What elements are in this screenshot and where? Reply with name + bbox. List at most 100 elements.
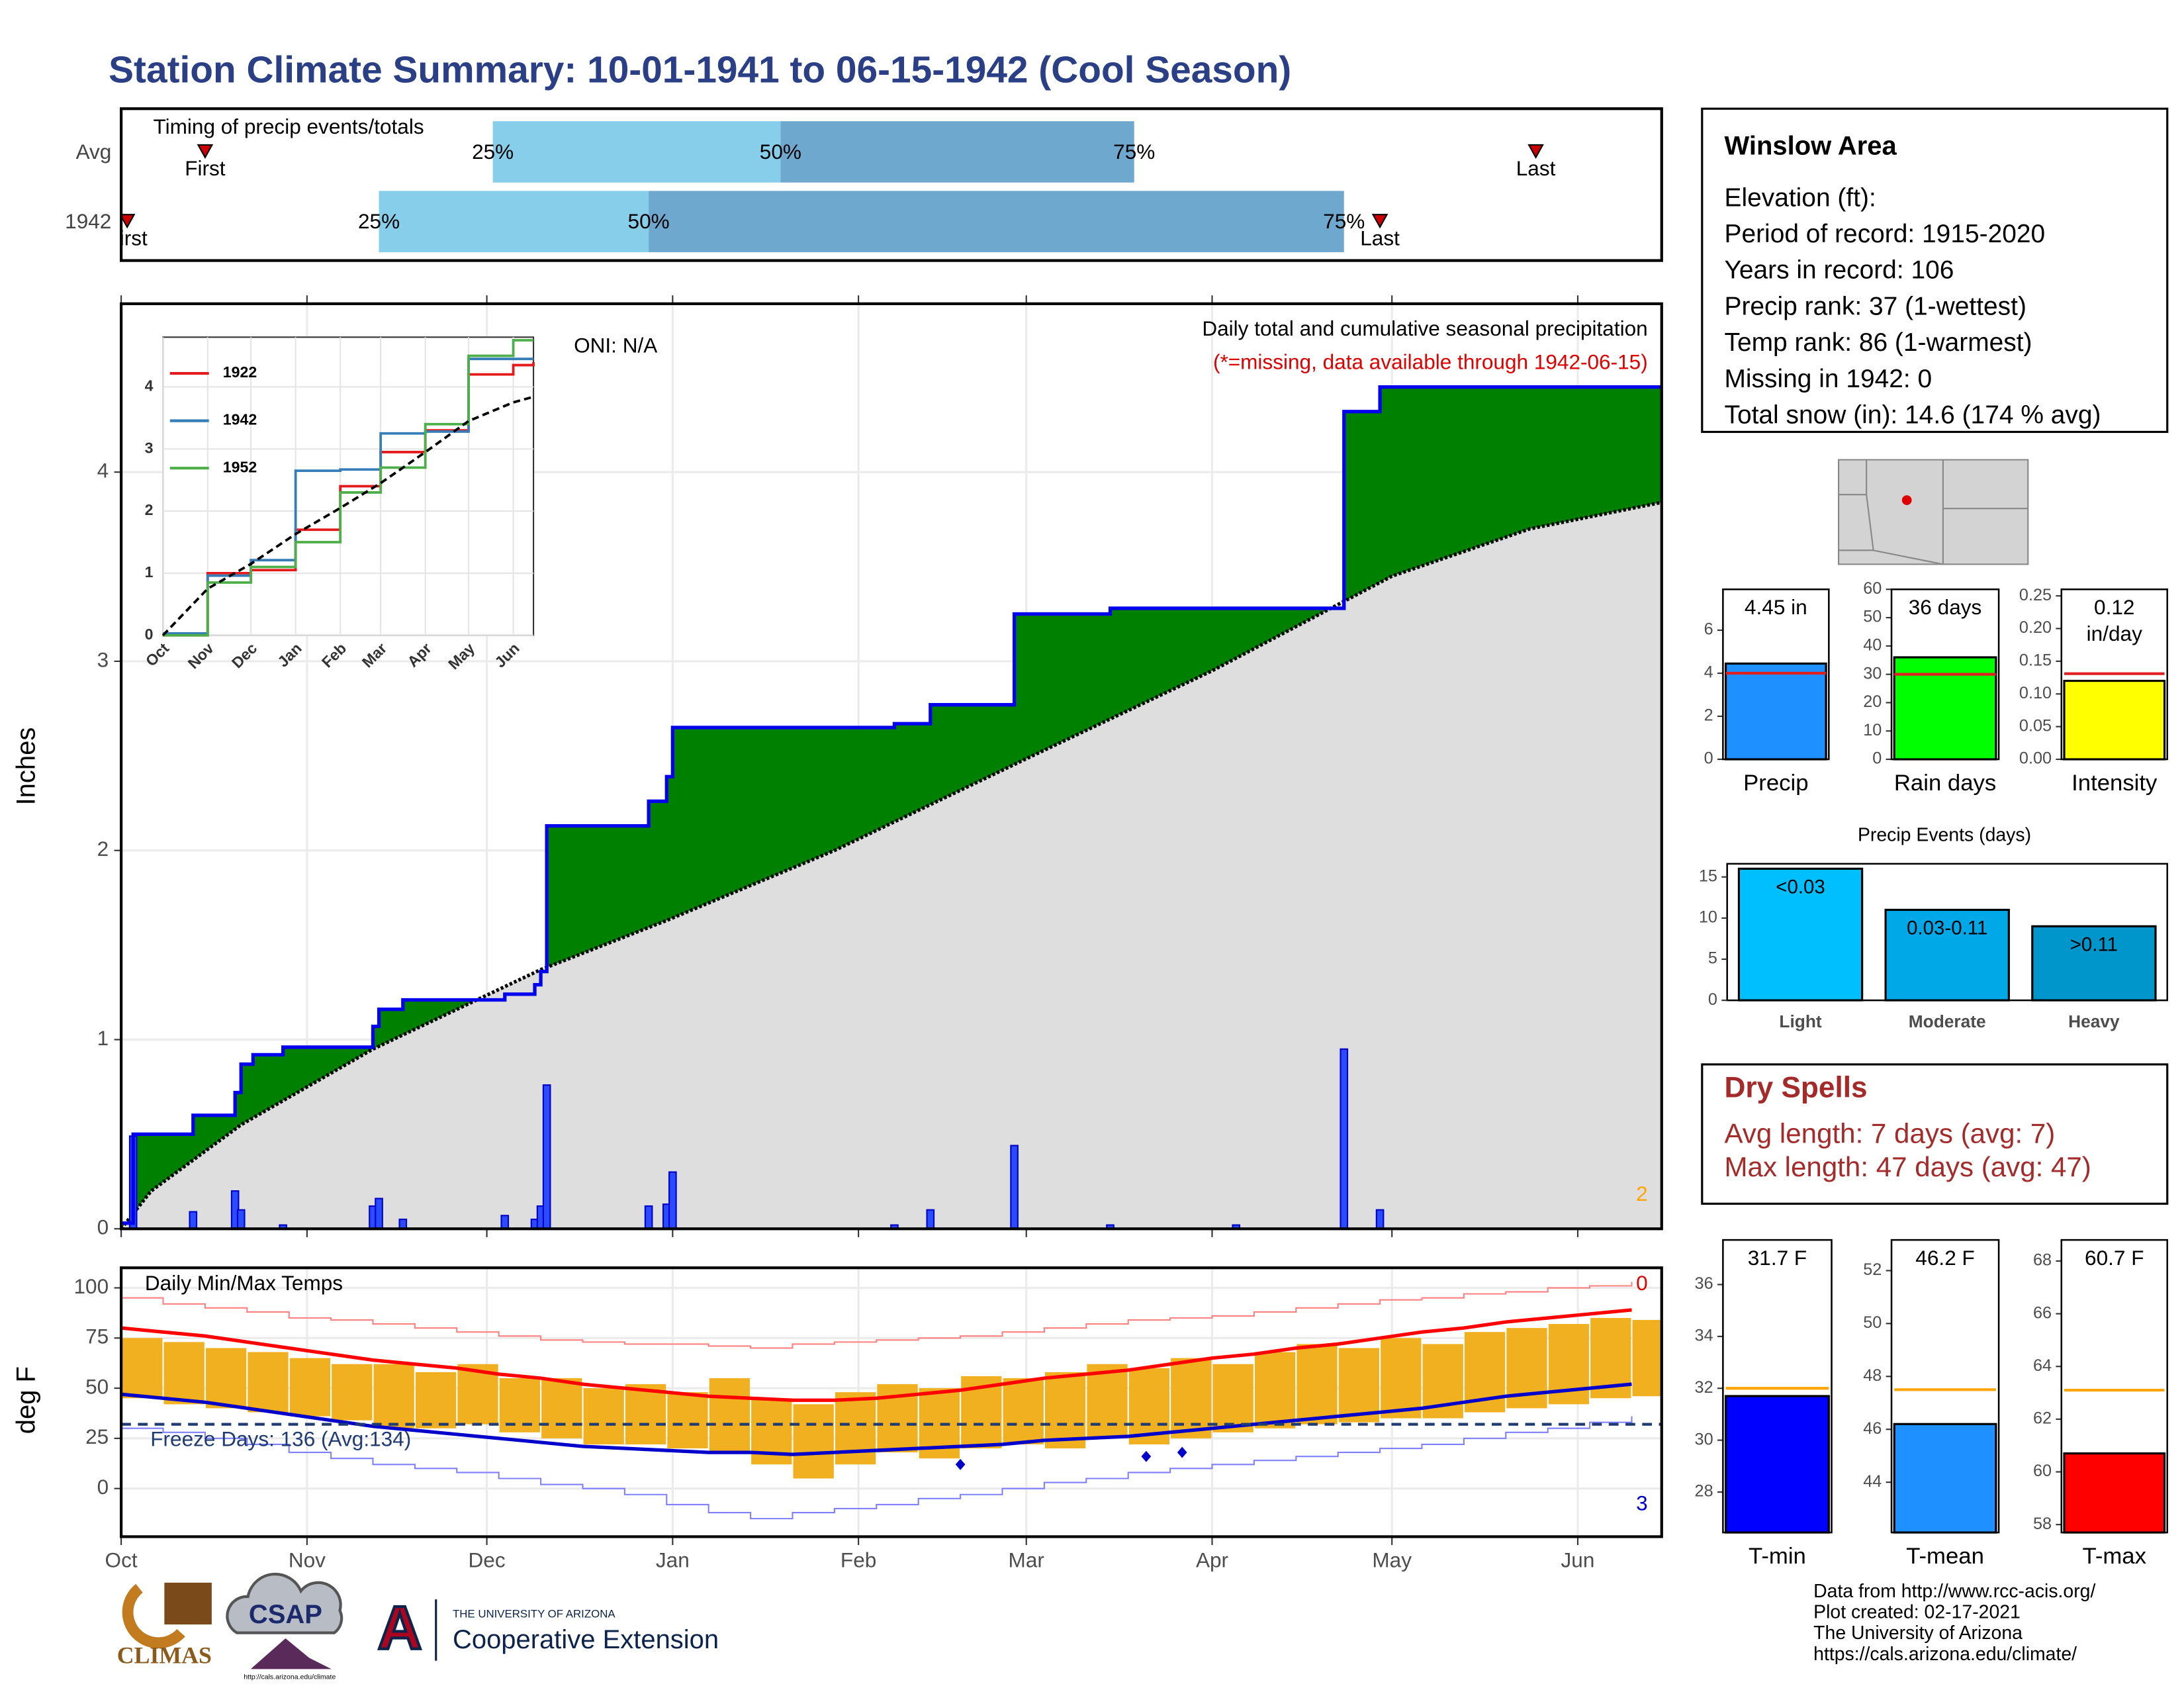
panel-title: Daily Min/Max Temps xyxy=(145,1271,343,1295)
row-label: 1942 xyxy=(65,209,111,233)
summary-name: T-mean xyxy=(1906,1544,1984,1569)
daily-bar xyxy=(542,1084,551,1229)
summary-name: Intensity xyxy=(2071,771,2158,796)
y-tick-label: 100 xyxy=(74,1274,109,1298)
info-line: Temp rank: 86 (1-warmest) xyxy=(1724,328,2032,357)
temp-range-bar xyxy=(1297,1344,1338,1425)
y-tick-label: 3 xyxy=(145,439,154,456)
value-label-box: 36 days xyxy=(1908,596,1982,620)
freeze-label: Freeze Days: 136 (Avg:134) xyxy=(150,1427,411,1451)
x-tick-label: Jan xyxy=(656,1548,690,1572)
ua-mark: A xyxy=(378,1593,422,1662)
value-label: 46.2 F xyxy=(1915,1246,1975,1271)
info-line: Precip rank: 37 (1-wettest) xyxy=(1724,292,2026,320)
y-tick-label: 4 xyxy=(1704,663,1713,682)
y-tick-label: 5 xyxy=(1708,949,1717,968)
ua-line: THE UNIVERSITY OF ARIZONA xyxy=(453,1608,615,1620)
temp-range-bar xyxy=(1338,1348,1380,1423)
logos: CLIMAS CSAP http://cals.arizona.edu/clim… xyxy=(117,1572,719,1681)
daily-bar xyxy=(1340,1048,1349,1229)
temp-range-bar xyxy=(625,1384,666,1444)
y-tick-label: 10 xyxy=(1699,908,1717,927)
value-label-box: 60.7 F xyxy=(2085,1247,2144,1271)
average-area xyxy=(121,502,1662,1229)
daily-bar xyxy=(500,1215,510,1229)
y-tick-label: 3 xyxy=(97,647,109,671)
x-tick-label: Mar xyxy=(1009,1548,1044,1572)
y-tick-label: 30 xyxy=(1863,664,1882,682)
y-tick-label: 34 xyxy=(1695,1327,1713,1345)
panel-subtitle: (*=missing, data available through 1942-… xyxy=(1213,350,1648,374)
y-tick-label: 0.00 xyxy=(2019,749,2052,768)
temp-range-bar xyxy=(1087,1364,1128,1438)
footer: Data from http://www.rcc-acis.org/Plot c… xyxy=(1813,1581,2095,1665)
temp-range-bar xyxy=(793,1404,834,1479)
y-tick-label: 60 xyxy=(2033,1462,2052,1480)
y-axis-label: deg F xyxy=(12,1366,41,1434)
y-tick-label: 2 xyxy=(1704,706,1713,725)
temp-range-bar xyxy=(122,1338,163,1399)
quantile-label: 25% xyxy=(358,209,400,233)
panel-frame xyxy=(1722,588,1830,761)
y-tick-label: 75 xyxy=(85,1325,109,1348)
temp-range-bar xyxy=(1003,1378,1044,1444)
temp-range-bar xyxy=(499,1378,541,1432)
footer-line: Data from http://www.rcc-acis.org/ xyxy=(1813,1581,2095,1602)
y-tick-label: 40 xyxy=(1863,636,1882,655)
y-tick-label: 52 xyxy=(1863,1260,1882,1279)
dry-spells-box xyxy=(1701,1063,2169,1205)
average-line xyxy=(121,500,1662,1229)
y-tick-label: 50 xyxy=(1863,608,1882,626)
footer-line: The University of Arizona xyxy=(1813,1622,2023,1644)
summary-name: T-max xyxy=(2083,1544,2146,1569)
climas-text: CLIMAS xyxy=(117,1642,212,1669)
event-marker xyxy=(1371,214,1388,229)
daily-bar xyxy=(668,1171,677,1229)
event-marker xyxy=(197,144,214,160)
marker-label: First xyxy=(107,226,148,250)
row-label: Avg xyxy=(76,140,112,164)
y-tick-label: 2 xyxy=(145,501,154,518)
dry-spell-line: Max length: 47 days (avg: 47) xyxy=(1724,1151,2091,1182)
dry-spells-title: Dry Spells xyxy=(1724,1072,1867,1104)
y-tick-label: 0 xyxy=(145,626,154,643)
temp-range-bar xyxy=(415,1372,457,1429)
record-low-count: 3 xyxy=(1636,1491,1648,1515)
daily-bar xyxy=(189,1211,198,1229)
info-line: Years in record: 106 xyxy=(1724,256,1954,285)
temp-range-bar xyxy=(709,1378,751,1453)
x-tick-label: Light xyxy=(1779,1011,1821,1031)
y-tick-label: 0.05 xyxy=(2019,716,2052,735)
temp-range-bar xyxy=(332,1364,373,1421)
bin-label: >0.11 xyxy=(2070,934,2118,956)
y-tick-label: 0.20 xyxy=(2019,618,2052,637)
temp-range-bar xyxy=(373,1364,414,1429)
timing-title: Timing of precip events/totals xyxy=(154,115,424,138)
y-tick-label: 46 xyxy=(1863,1419,1882,1438)
summary-name: Precip xyxy=(1743,771,1808,796)
panel-frame xyxy=(2060,1239,2169,1534)
daily-bar xyxy=(398,1218,408,1229)
legend-label: 1942 xyxy=(223,411,257,428)
footer-line: https://cals.arizona.edu/climate/ xyxy=(1813,1644,2077,1665)
y-tick-label: 0 xyxy=(1704,749,1713,768)
y-tick-label: 66 xyxy=(2033,1303,2052,1322)
panel-frame xyxy=(119,107,1663,262)
temp-range-bar xyxy=(1254,1352,1296,1429)
summary-bar xyxy=(1893,1423,1997,1534)
csap-text: CSAP xyxy=(249,1600,322,1629)
y-tick-label: 44 xyxy=(1863,1472,1882,1491)
quantile-label: 75% xyxy=(1113,140,1155,164)
value-label: 0.12 in/day xyxy=(2086,596,2142,647)
value-label: 36 days xyxy=(1908,596,1982,620)
y-tick-label: 20 xyxy=(1863,692,1882,711)
avg-min-line xyxy=(121,1382,1632,1456)
y-tick-label: 36 xyxy=(1695,1274,1713,1293)
y-tick-label: 0 xyxy=(97,1475,109,1499)
summary-name: Rain days xyxy=(1894,771,1996,796)
record-max-line xyxy=(121,1282,1633,1349)
record-high-count: 0 xyxy=(1636,1271,1648,1295)
temp-range-bar xyxy=(289,1358,331,1417)
